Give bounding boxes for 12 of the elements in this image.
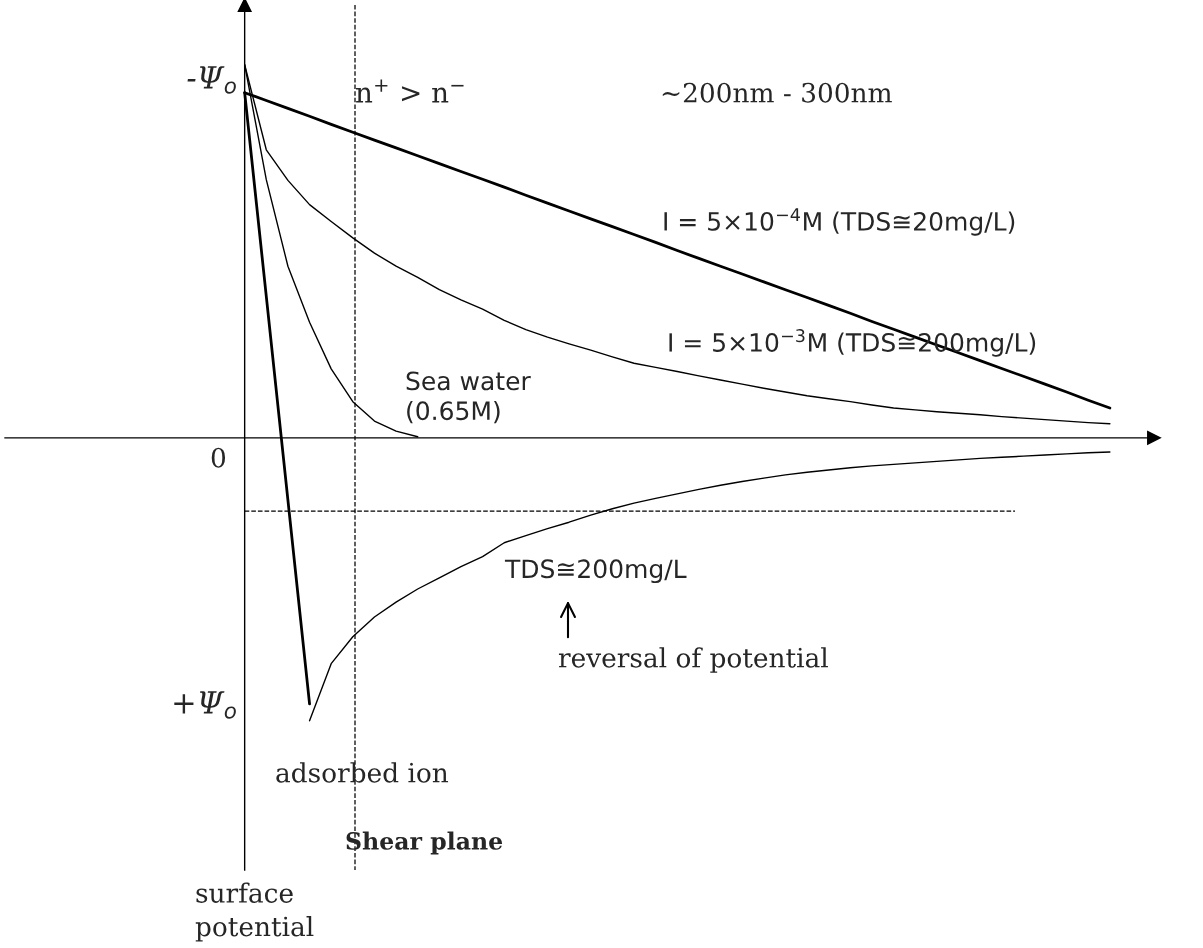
annotation: ∼200nm - 300nm xyxy=(662,82,892,103)
series-label: TDS≅200mg/L xyxy=(504,559,687,584)
annotation: +Ψ$_{o}$ xyxy=(174,691,236,719)
annotation: n$^{+}$ > n$^{−}$ xyxy=(356,79,464,103)
text: surface potential xyxy=(195,882,314,942)
series-label: I = 5×10$^{−4}$M (TDS≅20mg/L) xyxy=(664,208,1015,236)
text: 0 xyxy=(211,447,226,468)
series-label: Sea water (0.65M) xyxy=(406,371,531,424)
text: adsorbed ion xyxy=(276,762,449,783)
text: Shear plane xyxy=(346,831,503,855)
annotation: reversal of potential xyxy=(558,647,828,673)
annotation: -Ψ$_{o}$ xyxy=(187,66,236,94)
